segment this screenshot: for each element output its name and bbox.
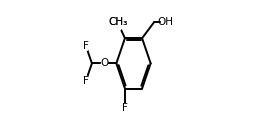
- Ellipse shape: [123, 104, 127, 113]
- Text: OH: OH: [157, 17, 173, 27]
- Text: F: F: [83, 41, 89, 51]
- Text: O: O: [100, 58, 109, 68]
- Ellipse shape: [114, 16, 121, 28]
- Ellipse shape: [162, 17, 169, 28]
- Text: CH₃: CH₃: [108, 17, 127, 27]
- Ellipse shape: [101, 58, 107, 69]
- Ellipse shape: [113, 14, 123, 31]
- Ellipse shape: [84, 42, 88, 51]
- Text: CH₃: CH₃: [108, 17, 127, 27]
- Text: F: F: [122, 103, 128, 113]
- Ellipse shape: [84, 76, 88, 85]
- Text: F: F: [83, 76, 89, 86]
